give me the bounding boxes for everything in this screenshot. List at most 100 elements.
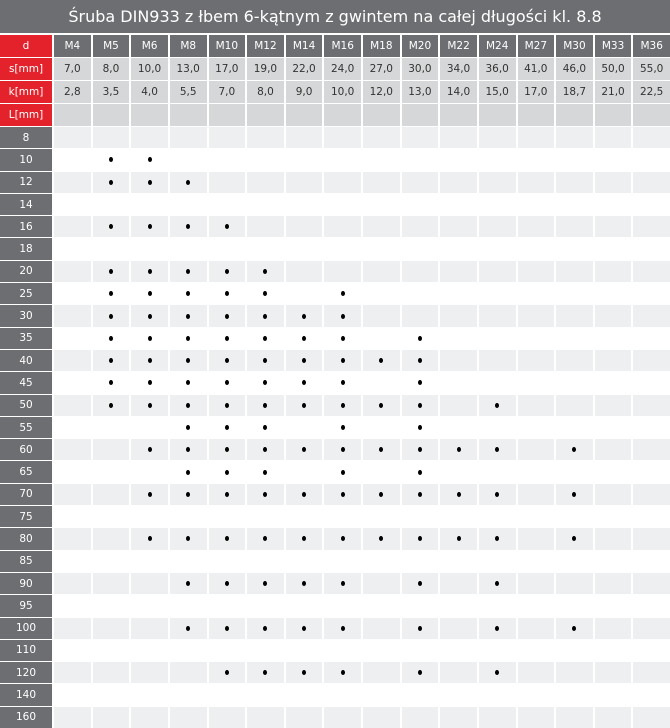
availability-cell: [517, 662, 555, 684]
availability-cell: [324, 171, 361, 193]
availability-cell: [594, 662, 632, 684]
availability-cell: [285, 528, 323, 550]
availability-cell: [324, 149, 361, 171]
availability-cell: [54, 439, 91, 461]
size-header: M18: [363, 35, 400, 57]
availability-cell: [247, 684, 284, 706]
availability-cell: [633, 550, 670, 572]
availability-cell: [92, 216, 130, 238]
available-dot-icon: [263, 380, 268, 386]
availability-cell: [324, 260, 361, 283]
availability-cell: [363, 528, 400, 550]
size-header: M30: [556, 35, 593, 57]
availability-cell: [363, 461, 400, 483]
availability-cell: [478, 416, 516, 439]
availability-cell: [440, 283, 477, 305]
availability-cell: [54, 193, 91, 216]
availability-cell: [556, 572, 593, 595]
availability-cell: [247, 394, 284, 416]
availability-cell: [54, 662, 91, 684]
availability-cell: [54, 149, 91, 171]
availability-cell: [324, 528, 361, 550]
availability-cell: [633, 639, 670, 662]
availability-cell: [633, 149, 670, 171]
length-label: 140: [0, 684, 52, 706]
available-dot-icon: [417, 358, 422, 364]
s-value: 17,0: [208, 58, 246, 80]
availability-cell: [285, 506, 323, 528]
available-dot-icon: [263, 491, 268, 497]
availability-cell: [169, 595, 207, 617]
available-dot-icon: [263, 358, 268, 364]
s-value: 10,0: [131, 58, 168, 80]
availability-cell: [54, 550, 91, 572]
availability-cell: [556, 639, 593, 662]
availability-cell: [131, 595, 168, 617]
k-value: 5,5: [169, 81, 207, 103]
availability-cell: [556, 483, 593, 506]
available-dot-icon: [340, 380, 345, 386]
available-dot-icon: [302, 581, 307, 587]
availability-cell: [440, 483, 477, 506]
availability-cell: [247, 706, 284, 728]
availability-cell: [131, 260, 168, 283]
availability-cell: [363, 662, 400, 684]
availability-cell: [363, 149, 400, 171]
length-label: 70: [0, 483, 52, 506]
availability-cell: [440, 372, 477, 394]
available-dot-icon: [495, 402, 500, 408]
available-dot-icon: [186, 491, 191, 497]
availability-cell: [478, 684, 516, 706]
availability-cell: [169, 617, 207, 639]
availability-cell: [285, 372, 323, 394]
availability-cell: [285, 572, 323, 595]
availability-cell: [363, 193, 400, 216]
availability-cell: [54, 684, 91, 706]
availability-cell: [633, 305, 670, 327]
availability-cell: [285, 662, 323, 684]
L-empty-cell: [54, 104, 91, 126]
availability-cell: [517, 372, 555, 394]
availability-cell: [478, 171, 516, 193]
availability-cell: [517, 283, 555, 305]
availability-cell: [478, 149, 516, 171]
availability-cell: [324, 662, 361, 684]
availability-cell: [478, 483, 516, 506]
available-dot-icon: [340, 491, 345, 497]
availability-cell: [169, 639, 207, 662]
available-dot-icon: [108, 313, 113, 319]
availability-cell: [633, 684, 670, 706]
availability-cell: [131, 127, 168, 149]
length-label: 35: [0, 327, 52, 349]
availability-cell: [247, 238, 284, 260]
availability-cell: [517, 461, 555, 483]
availability-cell: [517, 193, 555, 216]
availability-cell: [169, 127, 207, 149]
available-dot-icon: [417, 380, 422, 386]
available-dot-icon: [340, 402, 345, 408]
availability-cell: [324, 394, 361, 416]
availability-cell: [92, 305, 130, 327]
availability-cell: [208, 394, 246, 416]
available-dot-icon: [147, 313, 152, 319]
availability-cell: [169, 149, 207, 171]
size-header: M14: [285, 35, 323, 57]
availability-cell: [633, 439, 670, 461]
availability-cell: [594, 127, 632, 149]
available-dot-icon: [224, 469, 229, 475]
availability-cell: [633, 528, 670, 550]
availability-cell: [594, 193, 632, 216]
availability-cell: [324, 416, 361, 439]
L-empty-cell: [633, 104, 670, 126]
availability-cell: [54, 706, 91, 728]
available-dot-icon: [263, 670, 268, 676]
availability-cell: [401, 349, 439, 372]
availability-cell: [54, 171, 91, 193]
availability-cell: [208, 439, 246, 461]
available-dot-icon: [340, 469, 345, 475]
availability-cell: [363, 283, 400, 305]
availability-cell: [401, 506, 439, 528]
s-value: 27,0: [363, 58, 400, 80]
availability-cell: [92, 394, 130, 416]
availability-cell: [324, 617, 361, 639]
